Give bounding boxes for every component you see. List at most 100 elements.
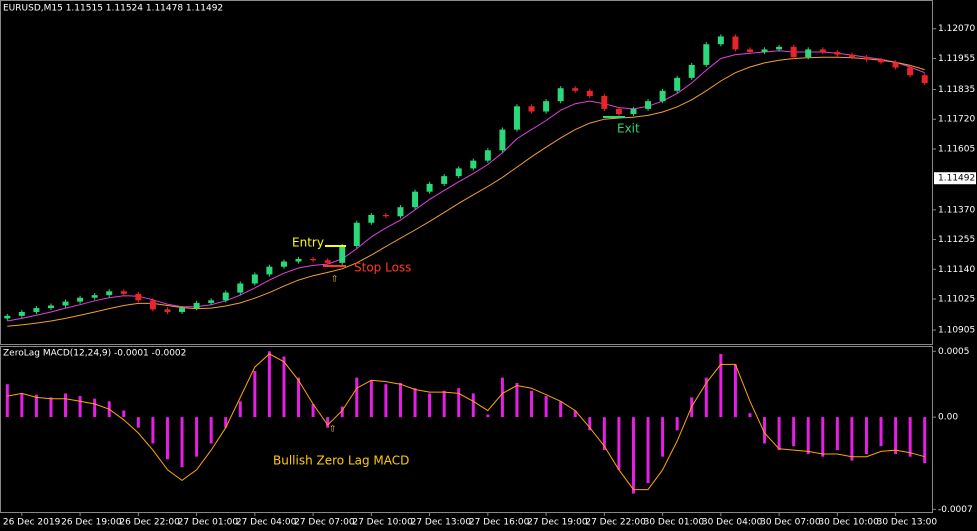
histogram-bar	[180, 417, 184, 468]
y-tick-label: -0.0007	[938, 505, 973, 515]
candle-body	[863, 57, 870, 60]
histogram-bar	[78, 396, 82, 418]
signal-line	[7, 353, 925, 491]
candle-body	[688, 64, 695, 78]
candle-body	[251, 274, 258, 284]
candle-body	[805, 49, 812, 58]
candle-body	[179, 308, 186, 312]
histogram-bar	[311, 403, 315, 418]
candle-body	[368, 214, 375, 223]
candle-body	[819, 49, 826, 52]
y-tick-label: 1.11835	[938, 85, 975, 95]
y-tick-label: 0.0005	[938, 347, 970, 357]
histogram-bar	[544, 396, 548, 418]
candle-body	[513, 106, 520, 130]
candle-body	[615, 108, 622, 115]
annotation: ⇧	[329, 425, 337, 435]
current-price-label: 1.11492	[938, 174, 975, 184]
histogram-bar	[20, 393, 24, 418]
candle-body	[77, 297, 84, 302]
histogram-bar	[661, 417, 665, 457]
histogram-bar	[719, 353, 723, 418]
candle-body	[353, 222, 360, 246]
x-tick-label: 27 Dec 01:00	[178, 518, 239, 528]
histogram-bar	[835, 417, 839, 451]
x-tick-label: 30 Dec 13:00	[877, 518, 938, 528]
histogram-bar	[763, 417, 767, 444]
annotation: Exit	[617, 122, 640, 136]
histogram-bar	[340, 406, 344, 418]
x-tick-label: 27 Dec 04:00	[236, 518, 297, 528]
candle-body	[790, 46, 797, 58]
candle-body	[601, 95, 608, 109]
candle-body	[703, 44, 710, 65]
histogram-bar	[617, 417, 621, 470]
indicator-title: ZeroLag MACD(12,24,9) -0.0001 -0.0002	[3, 349, 186, 359]
candle-body	[208, 300, 215, 303]
candle-body	[324, 260, 331, 263]
histogram-bar	[5, 384, 9, 418]
histogram-bar	[486, 414, 490, 418]
histogram-bar	[704, 377, 708, 418]
candle-body	[441, 176, 448, 184]
candle-body	[761, 49, 768, 52]
candle-body	[543, 101, 550, 112]
candle-body	[659, 90, 666, 102]
candle-body	[674, 77, 681, 91]
x-tick-label: 27 Dec 19:00	[527, 518, 588, 528]
x-tick-label: 30 Dec 01:00	[644, 518, 705, 528]
candle-body	[717, 36, 724, 45]
candle-body	[295, 258, 302, 262]
histogram-bar	[471, 393, 475, 418]
histogram-bar	[588, 417, 592, 431]
candle-body	[645, 101, 652, 109]
candle-body	[4, 315, 11, 319]
y-tick-label: 1.11025	[938, 295, 975, 305]
candle-body	[412, 191, 419, 208]
histogram-bar	[559, 401, 563, 418]
y-tick-label: 1.10905	[938, 326, 975, 336]
histogram-bar	[428, 393, 432, 418]
histogram-bar	[413, 388, 417, 418]
histogram-bar	[355, 377, 359, 418]
symbol-header: EURUSD,M15 1.11515 1.11524 1.11478 1.114…	[3, 4, 223, 14]
histogram-bar	[530, 390, 534, 418]
histogram-bar	[136, 417, 140, 428]
histogram-bar	[748, 413, 752, 418]
candle-body	[33, 308, 40, 312]
candle-body	[135, 293, 142, 301]
histogram-bar	[282, 356, 286, 418]
histogram-bar	[806, 417, 810, 455]
x-tick-label: 27 Dec 22:00	[585, 518, 646, 528]
candle-body	[382, 214, 389, 217]
candle-body	[62, 301, 69, 306]
y-tick-label: 1.11605	[938, 144, 975, 154]
candle-body	[310, 258, 317, 261]
histogram-bar	[209, 417, 213, 444]
histogram-bar	[923, 417, 927, 464]
candle-body	[557, 88, 564, 102]
histogram-bar	[49, 397, 53, 418]
candle-body	[484, 150, 491, 161]
x-tick-label: 30 Dec 07:00	[760, 518, 821, 528]
candle-body	[586, 90, 593, 96]
candle-body	[848, 54, 855, 58]
histogram-bar	[253, 371, 257, 418]
histogram-bar	[195, 417, 199, 457]
annotation: ⇧	[331, 275, 339, 285]
x-tick-label: 26 Dec 2019	[3, 518, 61, 528]
x-tick-label: 27 Dec 10:00	[352, 518, 413, 528]
candle-body	[630, 108, 637, 115]
y-tick-label: 1.11955	[938, 54, 975, 64]
histogram-bar	[165, 417, 169, 460]
histogram-bar	[326, 417, 330, 428]
main-pane	[0, 0, 933, 345]
histogram-bar	[64, 393, 68, 418]
candle-body	[266, 266, 273, 275]
histogram-bar	[821, 417, 825, 457]
x-tick-label: 26 Dec 19:00	[61, 518, 122, 528]
candle-body	[339, 245, 346, 263]
y-tick-label: 0.00	[938, 413, 958, 423]
histogram-bar	[908, 417, 912, 457]
